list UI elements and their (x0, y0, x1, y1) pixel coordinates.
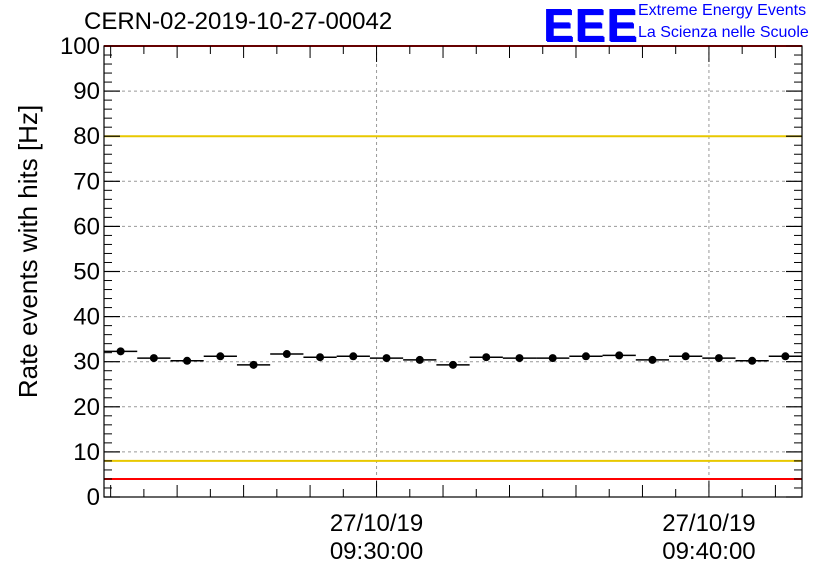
data-point (149, 354, 158, 363)
data-point (316, 353, 325, 362)
data-point (216, 352, 225, 361)
data-point (282, 350, 291, 359)
x-tick-label-date: 27/10/19 (662, 510, 755, 537)
data-point (648, 355, 657, 364)
logo-subtitle-line1: Extreme Energy Events (638, 2, 807, 19)
y-tick-label: 50 (73, 259, 100, 286)
chart-title: CERN-02-2019-10-27-00042 (84, 8, 393, 35)
y-tick-label: 0 (87, 484, 100, 511)
data-point (714, 354, 723, 363)
grid-layer (104, 46, 802, 497)
data-point (116, 347, 125, 356)
data-point (249, 360, 258, 369)
axis-ticks (104, 45, 802, 498)
x-tick-label-time: 09:30:00 (330, 538, 423, 565)
x-tick-label-date: 27/10/19 (330, 510, 423, 537)
data-point (415, 355, 424, 364)
logo-subtitle-line2: La Scienza nelle Scuole (638, 24, 809, 41)
data-point (548, 354, 557, 363)
eee-logo: EEE (543, 0, 639, 51)
data-point (382, 354, 391, 363)
data-point (615, 351, 624, 360)
y-tick-label: 60 (73, 213, 100, 240)
y-tick-label: 100 (60, 33, 100, 60)
data-point (748, 356, 757, 365)
data-point (482, 353, 491, 362)
x-tick-label-time: 09:40:00 (662, 538, 755, 565)
y-tick-label: 90 (73, 78, 100, 105)
data-point (681, 352, 690, 361)
y-axis-label: Rate events with hits [Hz] (13, 105, 43, 398)
y-tick-label: 10 (73, 439, 100, 466)
reference-lines (104, 45, 802, 480)
axis-labels: 010203040506070809010027/10/1909:30:0027… (60, 33, 756, 565)
data-point (515, 354, 524, 363)
y-tick-label: 30 (73, 349, 100, 376)
data-point (449, 360, 457, 369)
data-points (104, 347, 802, 369)
data-point (349, 352, 358, 361)
data-point (581, 352, 590, 361)
data-point (183, 356, 192, 365)
y-tick-label: 20 (73, 394, 100, 421)
y-tick-label: 40 (73, 304, 100, 331)
data-point (781, 352, 790, 361)
y-tick-label: 70 (73, 168, 100, 195)
y-tick-label: 80 (73, 123, 100, 150)
plot-frame (103, 45, 803, 498)
